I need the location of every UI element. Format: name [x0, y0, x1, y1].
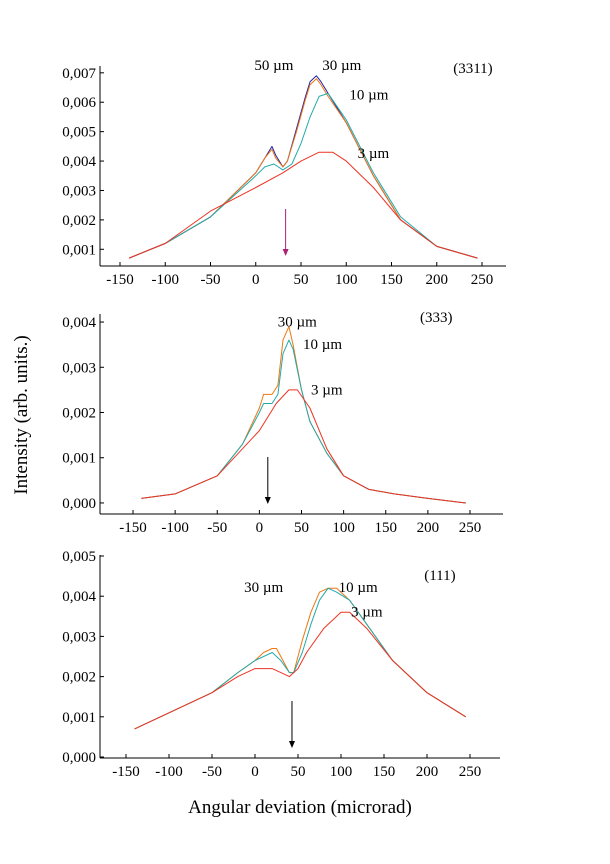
x-tick-label: -50 — [202, 764, 222, 780]
y-tick-label: 0,004 — [62, 589, 96, 605]
annotation-label: 3 µm — [358, 146, 390, 162]
series-line — [134, 611, 466, 730]
y-tick-label: 0,002 — [62, 670, 96, 686]
x-axis-title: Angular deviation (microrad) — [188, 797, 412, 818]
y-tick-label: 0,001 — [62, 451, 96, 467]
arrow-head — [264, 497, 271, 504]
panel-333: -150 -100 -50 0 50 100 150 200 250 0,000 0,001 0,00… — [62, 310, 503, 536]
y-tick-label: 0,001 — [62, 242, 96, 258]
x-tick-label: -100 — [161, 520, 189, 536]
x-tick-label: -150 — [112, 764, 140, 780]
annotation-label: 30 µm — [244, 580, 283, 596]
x-tick-label: 150 — [380, 272, 403, 288]
x-tick-label: 0 — [252, 272, 260, 288]
x-tick-label: 50 — [294, 520, 309, 536]
series-line — [128, 92, 478, 259]
y-tick-label: 0,003 — [62, 183, 96, 199]
x-tick-label: 150 — [375, 520, 398, 536]
x-tick-label: 200 — [417, 520, 440, 536]
annotation-label: 10 µm — [339, 580, 378, 596]
x-tick-label: 250 — [459, 764, 482, 780]
y-axis-title: Intensity (arb. units.) — [11, 335, 32, 494]
annotation-label: (3311) — [453, 61, 492, 77]
x-tick-label: -150 — [106, 272, 134, 288]
series-line — [128, 78, 478, 259]
y-tick-label: 0,005 — [62, 125, 96, 141]
y-tick-label: 0,002 — [62, 213, 96, 229]
x-tick-label: 100 — [335, 272, 358, 288]
x-tick-label: 250 — [459, 520, 482, 536]
x-tick-label: 100 — [330, 764, 353, 780]
y-tick-label: 0,004 — [62, 315, 96, 331]
panel-3311: -150 -100 -50 0 50 100 150 200 250 0,001 0,002 0,00… — [62, 58, 506, 288]
annotation-label: 30 µm — [278, 315, 317, 331]
annotation-label: (111) — [424, 568, 455, 584]
series-line — [128, 151, 478, 259]
x-tick-label: -50 — [201, 272, 221, 288]
series-line — [134, 587, 466, 730]
x-tick-label: 50 — [291, 764, 306, 780]
annotation-label: 3 µm — [351, 604, 383, 620]
x-tick-label: -100 — [155, 764, 183, 780]
annotation-label: 3 µm — [311, 382, 343, 398]
series-line — [141, 339, 466, 504]
x-tick-label: 150 — [373, 764, 396, 780]
annotation-label: 10 µm — [349, 87, 388, 103]
y-tick-label: 0,006 — [62, 95, 96, 111]
y-tick-label: 0,000 — [62, 496, 96, 512]
x-tick-label: -100 — [152, 272, 180, 288]
arrow-head — [288, 741, 295, 748]
x-tick-label: 50 — [294, 272, 309, 288]
y-tick-label: 0,002 — [62, 406, 96, 422]
y-tick-label: 0,003 — [62, 629, 96, 645]
arrow-head — [282, 249, 289, 256]
x-tick-label: 200 — [416, 764, 439, 780]
annotation-label: 50 µm — [254, 58, 293, 74]
series-line — [128, 75, 478, 259]
x-tick-label: 250 — [471, 272, 494, 288]
panel-111: -150 -100 -50 0 50 100 150 200 250 0,000 0,001 0,00… — [62, 549, 500, 780]
x-tick-label: 0 — [251, 764, 259, 780]
y-tick-label: 0,005 — [62, 549, 96, 565]
x-tick-label: -50 — [207, 520, 227, 536]
y-tick-label: 0,003 — [62, 360, 96, 376]
annotation-label: (333) — [420, 310, 453, 326]
series-line — [141, 389, 466, 504]
annotation-label: 10 µm — [303, 337, 342, 353]
x-tick-label: 200 — [426, 272, 449, 288]
x-tick-label: 0 — [256, 520, 264, 536]
y-tick-label: 0,004 — [62, 154, 96, 170]
annotation-label: 30 µm — [322, 58, 361, 74]
y-tick-label: 0,000 — [62, 750, 96, 766]
y-tick-label: 0,001 — [62, 710, 96, 726]
x-tick-label: 100 — [332, 520, 355, 536]
x-tick-label: -150 — [119, 520, 147, 536]
y-tick-label: 0,007 — [62, 66, 96, 82]
